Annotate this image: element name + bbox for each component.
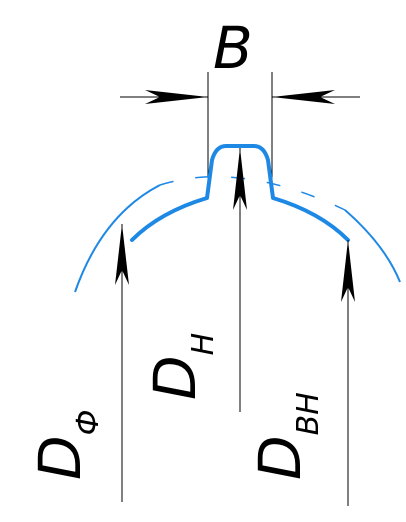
label-main: D [26, 435, 94, 480]
label-sub: Ф [71, 410, 106, 436]
arrow-up-icon [341, 240, 355, 302]
svg-text:DН: DН [141, 333, 221, 400]
tooth-profile [130, 144, 350, 242]
outer-diameter-label: DФ [26, 410, 106, 481]
label-sub: ВН [291, 392, 326, 435]
label-main: D [141, 355, 209, 400]
label-sub: Н [186, 333, 221, 356]
arrow-right-icon [145, 90, 208, 104]
gear-profile [74, 144, 401, 293]
label-main: D [246, 435, 314, 480]
svg-text:DВН: DВН [246, 392, 326, 480]
tip-diameter-label: DН [141, 333, 221, 400]
outer-circle-arc [74, 184, 161, 293]
arrow-up-icon [115, 224, 129, 285]
arrow-left-icon [272, 90, 335, 104]
outer-circle-arc-right [344, 209, 401, 283]
width-dimension: B [120, 14, 360, 180]
inner-diameter-label: DВН [246, 392, 326, 480]
diameter-leaders [115, 148, 355, 506]
svg-text:DФ: DФ [26, 410, 106, 481]
arrow-up-icon [233, 148, 247, 210]
width-label: B [213, 14, 253, 82]
